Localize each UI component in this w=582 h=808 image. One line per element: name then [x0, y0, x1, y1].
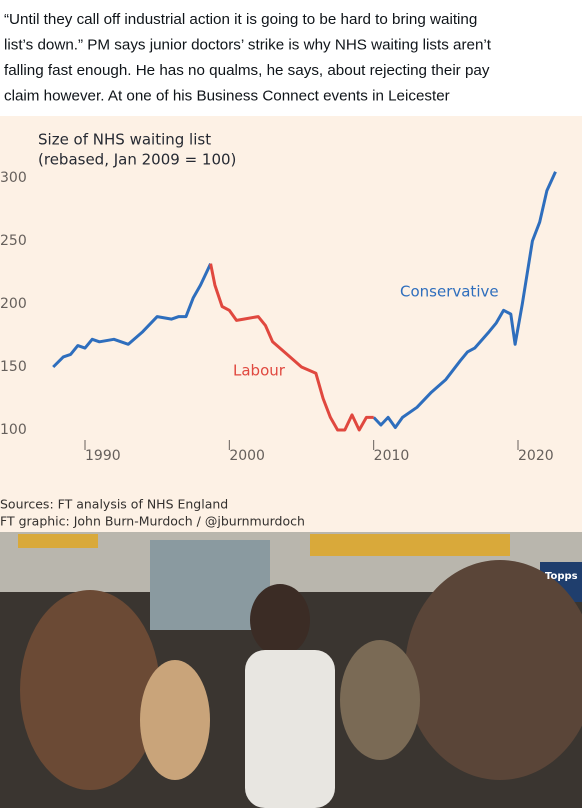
tweet-text: “Until they call off industrial action i… [4, 11, 477, 28]
y-tick-label: 250 [0, 233, 27, 249]
x-tick-label: 1990 [85, 448, 121, 464]
photo-person [340, 640, 420, 760]
line-series [52, 171, 557, 429]
y-tick-label: 150 [0, 359, 27, 375]
x-tick-label: 2020 [518, 448, 554, 464]
photo-person [250, 584, 310, 656]
chart-title: (rebased, Jan 2009 = 100) [38, 151, 236, 169]
source-note: FT graphic: John Burn-Murdoch / @jburnmu… [0, 514, 305, 529]
line-series [209, 263, 374, 432]
tweet-text: list’s down.” PM says junior doctors’ st… [4, 37, 492, 54]
photo-light [18, 534, 98, 548]
photo-person [20, 590, 160, 790]
tweet-text: falling fast enough. He has no qualms, h… [4, 62, 490, 79]
photo-person [405, 560, 582, 780]
photo-person [140, 660, 210, 780]
photo-person [245, 650, 335, 808]
photo-sign: Topps [545, 571, 578, 582]
chart-background [0, 116, 582, 532]
photo-light [310, 534, 510, 556]
y-tick-label: 300 [0, 170, 27, 186]
y-tick-label: 100 [0, 422, 27, 438]
photo: Topps [0, 532, 582, 808]
series-label: Labour [233, 362, 286, 380]
y-tick-label: 200 [0, 296, 27, 312]
x-tick-label: 2000 [229, 448, 265, 464]
photo-window [150, 540, 270, 630]
chart-title: Size of NHS waiting list [38, 131, 211, 149]
tweet-text: claim however. At one of his Business Co… [4, 88, 450, 105]
series-label: Conservative [400, 283, 499, 301]
source-note: Sources: FT analysis of NHS England [0, 497, 228, 512]
x-tick-label: 2010 [374, 448, 410, 464]
